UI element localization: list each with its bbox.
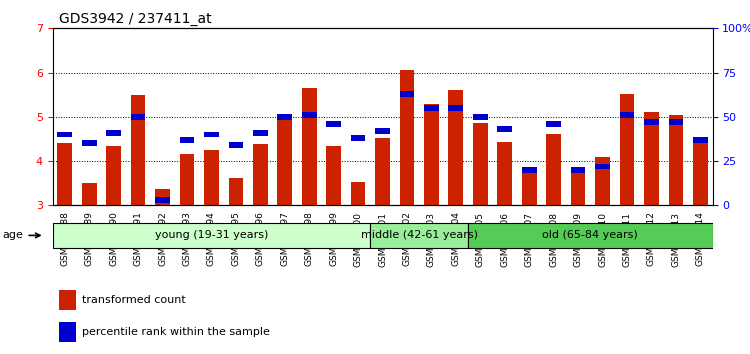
Bar (59, 290, 76, 310)
Bar (668, 115, 683, 205)
Bar (204, 132, 219, 137)
Bar (130, 114, 146, 120)
Bar (596, 157, 610, 205)
Bar (497, 143, 512, 205)
Bar (106, 145, 121, 205)
Bar (375, 138, 390, 205)
Bar (229, 178, 243, 205)
Bar (448, 90, 464, 205)
Bar (424, 105, 439, 111)
Text: transformed count: transformed count (82, 295, 186, 305)
Bar (106, 130, 121, 136)
Bar (620, 94, 634, 205)
Text: percentile rank within the sample: percentile rank within the sample (82, 327, 270, 337)
Bar (155, 188, 170, 205)
Bar (668, 119, 683, 125)
Bar (351, 135, 365, 141)
Bar (326, 145, 341, 205)
Bar (179, 154, 194, 205)
Bar (693, 137, 707, 143)
Bar (204, 150, 219, 205)
Text: young (19-31 years): young (19-31 years) (154, 230, 268, 240)
Bar (546, 133, 561, 205)
Bar (571, 171, 586, 205)
Bar (59, 322, 76, 342)
Text: GDS3942 / 237411_at: GDS3942 / 237411_at (59, 12, 211, 26)
Bar (473, 124, 488, 205)
Text: middle (42-61 years): middle (42-61 years) (361, 230, 478, 240)
Text: old (65-84 years): old (65-84 years) (542, 230, 638, 240)
Bar (326, 121, 341, 127)
Bar (58, 132, 72, 137)
Bar (278, 114, 292, 120)
Bar (400, 70, 414, 205)
Bar (82, 141, 97, 146)
Bar (644, 119, 658, 125)
Bar (302, 112, 316, 118)
Bar (82, 183, 97, 205)
Bar (253, 130, 268, 136)
Bar (179, 137, 194, 143)
Bar (351, 182, 365, 205)
Bar (546, 121, 561, 127)
Bar (278, 116, 292, 205)
Bar (375, 128, 390, 134)
FancyBboxPatch shape (370, 223, 468, 248)
Bar (571, 167, 586, 173)
Bar (620, 112, 634, 118)
FancyBboxPatch shape (468, 223, 712, 248)
Bar (522, 169, 536, 205)
FancyBboxPatch shape (53, 223, 370, 248)
Bar (253, 144, 268, 205)
Bar (473, 114, 488, 120)
Bar (644, 113, 658, 205)
Bar (693, 138, 707, 205)
Text: age: age (3, 230, 40, 240)
Bar (130, 95, 146, 205)
Bar (424, 104, 439, 205)
Bar (497, 126, 512, 132)
Bar (302, 88, 316, 205)
Bar (400, 91, 414, 97)
Bar (448, 105, 464, 111)
Bar (58, 143, 72, 205)
Bar (522, 167, 536, 173)
Bar (596, 164, 610, 169)
Bar (229, 142, 243, 148)
Bar (155, 197, 170, 203)
